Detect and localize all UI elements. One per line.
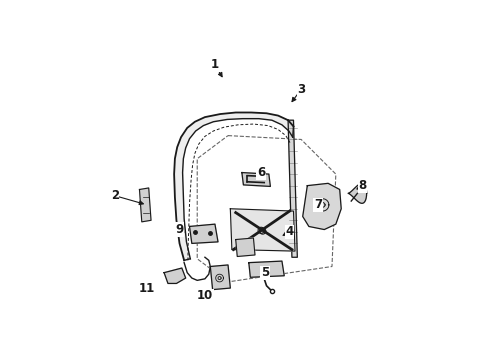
Polygon shape — [190, 224, 218, 243]
Polygon shape — [210, 265, 230, 289]
Polygon shape — [174, 112, 294, 260]
Text: 4: 4 — [286, 225, 294, 238]
Text: 3: 3 — [297, 83, 305, 96]
Polygon shape — [348, 183, 367, 203]
Text: 2: 2 — [111, 189, 119, 202]
Text: 8: 8 — [359, 179, 367, 192]
Text: 1: 1 — [211, 58, 219, 71]
Text: 5: 5 — [261, 266, 269, 279]
Polygon shape — [230, 209, 295, 251]
Polygon shape — [242, 172, 270, 186]
Polygon shape — [164, 268, 186, 283]
Text: 9: 9 — [175, 223, 184, 236]
Text: 10: 10 — [197, 289, 213, 302]
Polygon shape — [288, 120, 297, 257]
Polygon shape — [303, 183, 341, 230]
Text: 6: 6 — [257, 166, 265, 179]
Polygon shape — [249, 261, 284, 277]
Text: 7: 7 — [314, 198, 322, 211]
Text: 11: 11 — [139, 282, 155, 294]
Polygon shape — [140, 188, 151, 222]
Polygon shape — [236, 238, 255, 256]
